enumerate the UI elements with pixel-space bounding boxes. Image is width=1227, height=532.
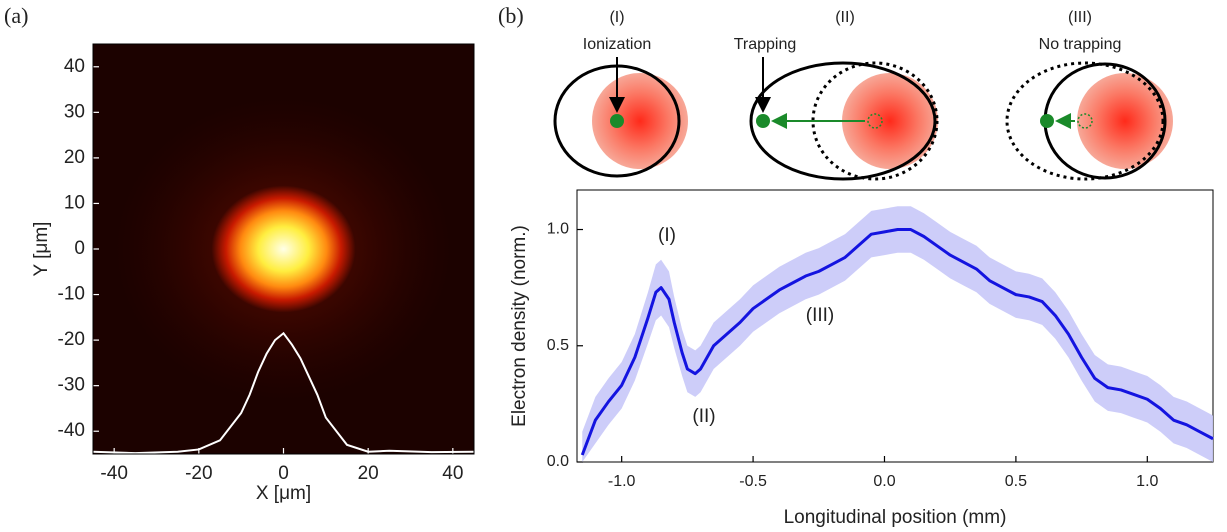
x-tick-label: 0 bbox=[278, 463, 289, 484]
y-tick-label: -10 bbox=[58, 284, 85, 305]
diagram-caption: No trapping bbox=[1039, 36, 1122, 53]
initial-position bbox=[867, 113, 883, 129]
plot-frame bbox=[92, 43, 475, 455]
y-tick-label: 40 bbox=[64, 56, 85, 77]
x-tick-label: -20 bbox=[185, 463, 212, 484]
y-axis-label: Electron density (norm.) bbox=[509, 225, 530, 427]
panel-label: (b) bbox=[498, 3, 524, 28]
y-tick-label: -40 bbox=[58, 420, 85, 441]
plasma-bubble bbox=[749, 61, 937, 181]
x-tick-label: 1.0 bbox=[1136, 473, 1158, 490]
x-tick-label: 40 bbox=[442, 463, 463, 484]
plasma-bubble bbox=[1005, 61, 1165, 181]
x-axis-label: X [μm] bbox=[256, 483, 311, 504]
x-tick-label: -0.5 bbox=[739, 473, 767, 490]
laser-pulse bbox=[842, 73, 938, 169]
x-tick-label: 20 bbox=[358, 463, 379, 484]
y-tick-label: -30 bbox=[58, 375, 85, 396]
electron bbox=[610, 114, 624, 128]
x-tick-label: 0.0 bbox=[873, 473, 895, 490]
profile-line bbox=[92, 331, 475, 455]
y-tick-label: 20 bbox=[64, 147, 85, 168]
plot-frame bbox=[576, 189, 1214, 463]
annotation: (II) bbox=[692, 406, 715, 427]
laser-spot bbox=[211, 185, 356, 313]
laser-pulse bbox=[1077, 73, 1173, 169]
y-tick-label: 0.5 bbox=[547, 337, 569, 354]
y-axis-label: Y [μm] bbox=[31, 222, 52, 277]
y-tick-label: -20 bbox=[58, 329, 85, 350]
error-band bbox=[582, 206, 1213, 462]
diagram-label: (II) bbox=[835, 9, 855, 26]
diagram-label: (III) bbox=[1068, 9, 1092, 26]
panel-label: (a) bbox=[4, 3, 28, 28]
diagram-caption: Trapping bbox=[734, 36, 797, 53]
x-tick-label: 0.5 bbox=[1005, 473, 1027, 490]
plasma-bubble bbox=[811, 61, 939, 181]
x-tick-label: -1.0 bbox=[608, 473, 636, 490]
laser-pulse bbox=[592, 73, 688, 169]
electron bbox=[1040, 114, 1054, 128]
x-axis-label: Longitudinal position (mm) bbox=[784, 507, 1007, 528]
x-tick-label: -40 bbox=[100, 463, 127, 484]
electron bbox=[756, 114, 770, 128]
annotation: (I) bbox=[658, 225, 676, 246]
y-tick-label: 10 bbox=[64, 192, 85, 213]
y-tick-label: 0.0 bbox=[547, 453, 569, 470]
density-line bbox=[580, 228, 1214, 456]
annotation: (III) bbox=[806, 305, 835, 326]
initial-position bbox=[1077, 113, 1093, 129]
y-tick-label: 1.0 bbox=[547, 221, 569, 238]
y-tick-label: 0 bbox=[74, 238, 85, 259]
diagram-label: (I) bbox=[609, 9, 624, 26]
diagram-caption: Ionization bbox=[583, 36, 652, 53]
y-tick-label: 30 bbox=[64, 101, 85, 122]
